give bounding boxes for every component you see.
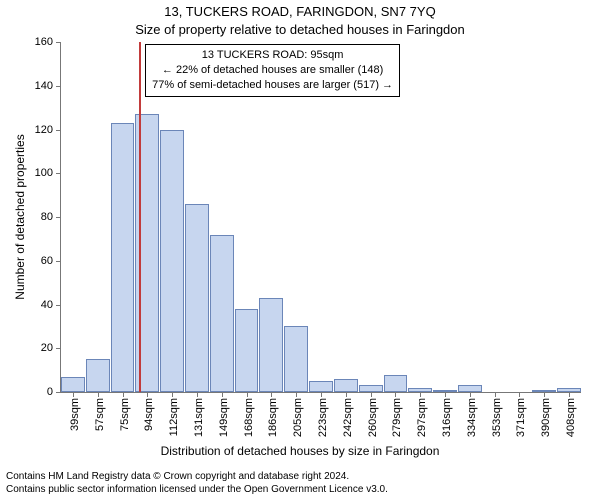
xtick-label: 260sqm (367, 398, 379, 437)
ytick-label: 80 (41, 211, 53, 223)
xtick-label: 371sqm (515, 398, 527, 437)
xtick-label: 334sqm (466, 398, 478, 437)
xtick (321, 392, 322, 397)
xtick-label: 242sqm (342, 398, 354, 437)
bar (284, 326, 308, 392)
bar (309, 381, 333, 392)
xtick-label: 390sqm (540, 398, 552, 437)
bar (259, 298, 283, 392)
bar (433, 390, 457, 392)
ytick-label: 120 (35, 124, 53, 136)
bar (384, 375, 408, 393)
ytick-label: 160 (35, 36, 53, 48)
xtick (445, 392, 446, 397)
xtick (172, 392, 173, 397)
bar (458, 385, 482, 392)
xtick (346, 392, 347, 397)
annotation-box: 13 TUCKERS ROAD: 95sqm ← 22% of detached… (145, 44, 400, 97)
xtick-label: 94sqm (143, 398, 155, 431)
xtick (271, 392, 272, 397)
xtick-label: 279sqm (391, 398, 403, 437)
xtick-label: 57sqm (94, 398, 106, 431)
xtick (197, 392, 198, 397)
bar (408, 388, 432, 392)
ytick (56, 348, 61, 349)
xtick (544, 392, 545, 397)
ytick-label: 20 (41, 342, 53, 354)
ytick-label: 140 (35, 80, 53, 92)
bar (235, 309, 259, 392)
annotation-line2: ← 22% of detached houses are smaller (14… (152, 63, 393, 78)
ytick-label: 0 (47, 386, 53, 398)
xtick (247, 392, 248, 397)
xtick (569, 392, 570, 397)
xtick-label: 112sqm (168, 398, 180, 436)
xtick-label: 353sqm (491, 398, 503, 437)
xtick (123, 392, 124, 397)
bar (86, 359, 110, 392)
title-main: 13, TUCKERS ROAD, FARINGDON, SN7 7YQ (0, 4, 600, 19)
footer: Contains HM Land Registry data © Crown c… (6, 471, 594, 496)
xtick (371, 392, 372, 397)
xtick-label: 39sqm (69, 398, 81, 431)
xtick (73, 392, 74, 397)
xtick-label: 223sqm (317, 398, 329, 437)
footer-line2: Contains public sector information licen… (6, 484, 594, 497)
title-sub: Size of property relative to detached ho… (0, 22, 600, 37)
ytick (56, 42, 61, 43)
ytick-label: 100 (35, 167, 53, 179)
xtick (495, 392, 496, 397)
y-axis-label: Number of detached properties (13, 134, 27, 299)
reference-line (139, 42, 141, 392)
bar (532, 390, 556, 392)
xtick (296, 392, 297, 397)
xtick-label: 297sqm (416, 398, 428, 437)
xtick (420, 392, 421, 397)
xtick (519, 392, 520, 397)
bar (111, 123, 135, 392)
x-axis-label: Distribution of detached houses by size … (0, 444, 600, 458)
xtick (470, 392, 471, 397)
ytick (56, 261, 61, 262)
ytick-label: 60 (41, 255, 53, 267)
xtick (147, 392, 148, 397)
ytick (56, 305, 61, 306)
xtick-label: 75sqm (119, 398, 131, 431)
bar (61, 377, 85, 392)
annotation-line1: 13 TUCKERS ROAD: 95sqm (152, 48, 393, 63)
xtick-label: 168sqm (243, 398, 255, 437)
ytick-label: 40 (41, 299, 53, 311)
ytick (56, 392, 61, 393)
bar (210, 235, 234, 393)
xtick (222, 392, 223, 397)
xtick (395, 392, 396, 397)
ytick (56, 86, 61, 87)
footer-line1: Contains HM Land Registry data © Crown c… (6, 471, 594, 484)
ytick (56, 173, 61, 174)
bar (359, 385, 383, 392)
annotation-line3: 77% of semi-detached houses are larger (… (152, 78, 393, 93)
bar (334, 379, 358, 392)
xtick-label: 149sqm (218, 398, 230, 437)
xtick (98, 392, 99, 397)
ytick (56, 217, 61, 218)
plot-area: 13 TUCKERS ROAD: 95sqm ← 22% of detached… (60, 42, 581, 393)
xtick-label: 205sqm (292, 398, 304, 437)
xtick-label: 131sqm (193, 398, 205, 437)
xtick-label: 186sqm (267, 398, 279, 437)
chart-container: 13, TUCKERS ROAD, FARINGDON, SN7 7YQ Siz… (0, 0, 600, 500)
bar (185, 204, 209, 392)
ytick (56, 130, 61, 131)
xtick-label: 408sqm (565, 398, 577, 437)
bar (557, 388, 581, 392)
xtick-label: 316sqm (441, 398, 453, 437)
bar (160, 130, 184, 393)
